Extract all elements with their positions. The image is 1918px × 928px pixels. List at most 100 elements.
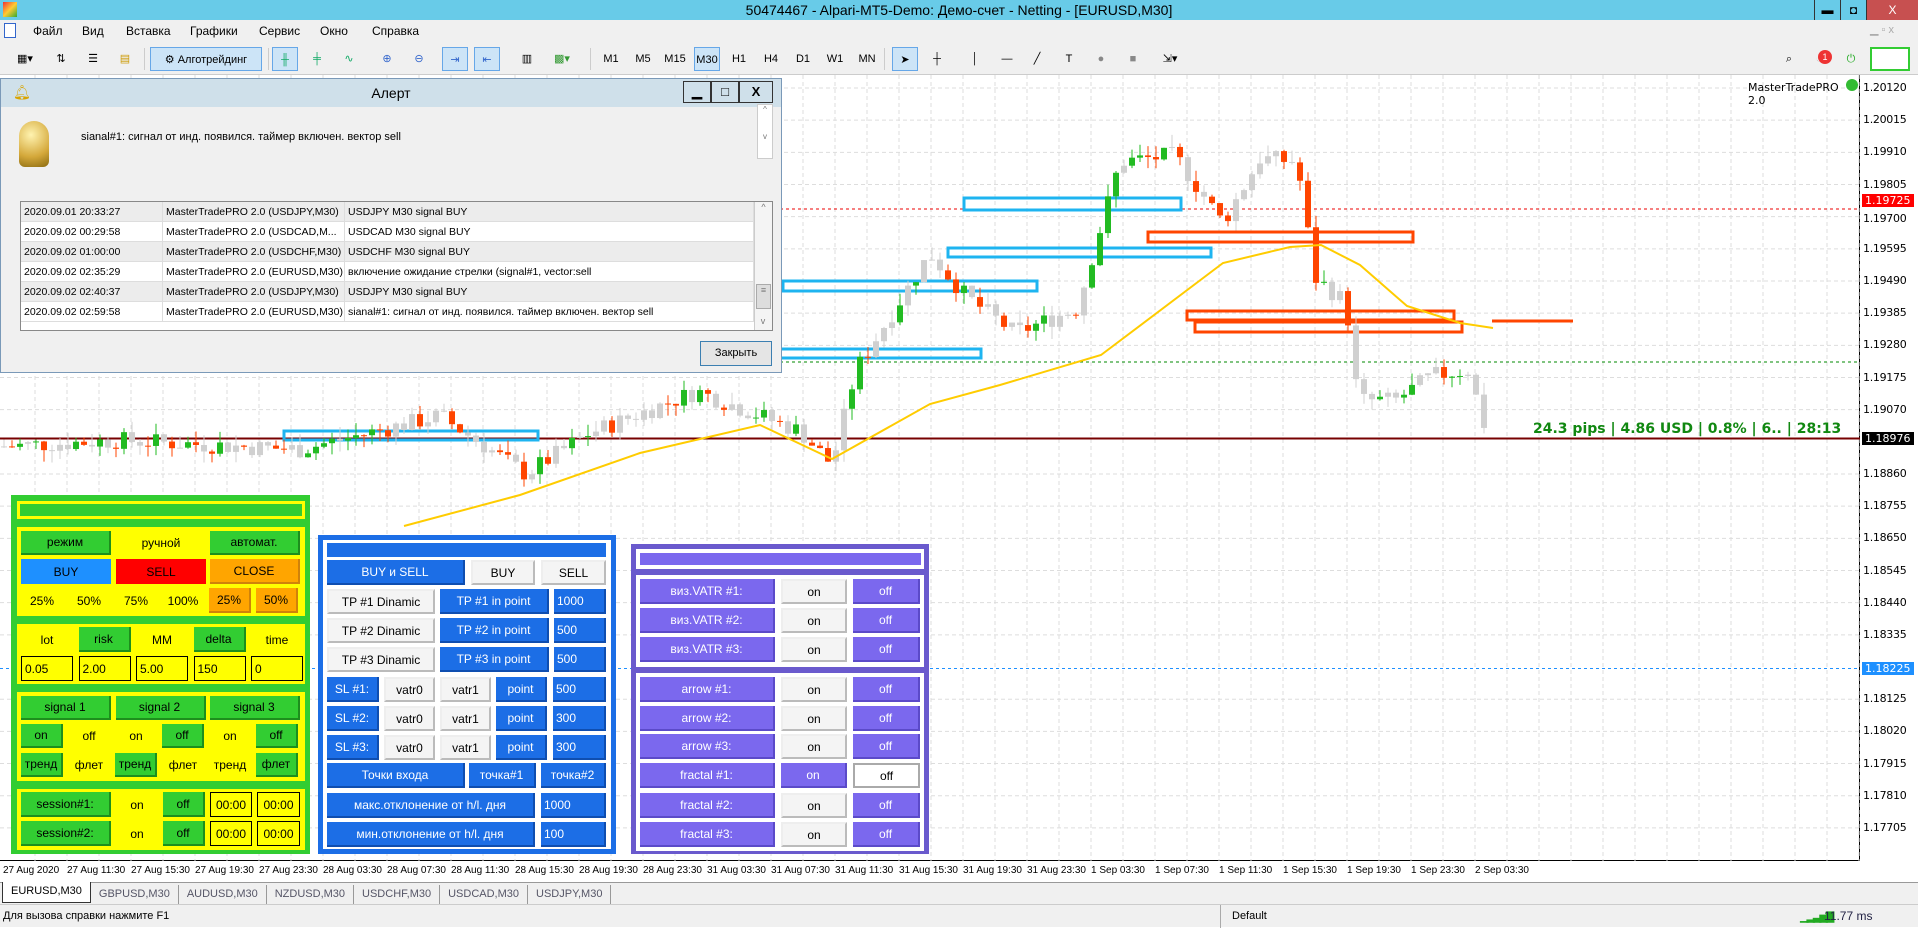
horizontal-line-icon[interactable]: — <box>1001 53 1013 65</box>
param-input[interactable]: 0.05 <box>21 656 73 681</box>
sl-value-input[interactable]: 300 <box>553 706 606 731</box>
sl-point-button[interactable]: point <box>496 677 547 702</box>
text-icon[interactable]: T <box>1065 53 1073 65</box>
sell-only-button[interactable]: SELL <box>541 560 606 585</box>
market-watch-icon[interactable]: ☰ <box>88 53 98 65</box>
alert-title-bar[interactable]: 🔔︎ Алерт ▁ □ X <box>1 79 781 107</box>
filter-off-button[interactable]: off <box>853 677 920 702</box>
mode-button-2[interactable]: автомат. <box>210 531 300 555</box>
signal-mode-button[interactable]: тренд <box>115 753 157 777</box>
timeframe-mn[interactable]: MN <box>858 53 876 65</box>
log-row[interactable]: 2020.09.02 00:29:58 MasterTradePRO 2.0 (U… <box>21 222 754 242</box>
shapes-dropdown-icon[interactable]: ⇲▾ <box>1162 53 1178 65</box>
signal-mode-button[interactable]: тренд <box>209 753 251 777</box>
param-time[interactable]: time <box>251 627 303 652</box>
buy-only-button[interactable]: BUY <box>471 560 535 585</box>
signal-mode-button[interactable]: флет <box>256 753 298 777</box>
templates-icon[interactable]: ▩▾ <box>554 53 570 65</box>
navigator-icon[interactable]: ▤ <box>119 53 131 65</box>
sl-value-input[interactable]: 300 <box>553 735 606 760</box>
filter-off-button[interactable]: off <box>853 637 920 662</box>
menu-tools[interactable]: Сервис <box>259 24 301 38</box>
sl-vatr0-button[interactable]: vatr0 <box>384 735 435 760</box>
menu-window[interactable]: Окно <box>320 24 348 38</box>
tab-usdchf-m30[interactable]: USDCHF,M30 <box>354 885 441 904</box>
close-button[interactable]: X <box>1866 0 1918 20</box>
timeframe-m5[interactable]: M5 <box>635 53 651 65</box>
new-chart-icon[interactable]: ▦▾ <box>17 53 33 65</box>
param-mm[interactable]: MM <box>136 627 188 652</box>
vertical-line-icon[interactable]: │ <box>971 53 979 65</box>
sl-point-button[interactable]: point <box>496 706 547 731</box>
menu-view[interactable]: Вид <box>82 24 104 38</box>
session-off-button[interactable]: off <box>163 821 205 846</box>
signal-button-1[interactable]: signal 1 <box>21 696 111 720</box>
indicators-icon[interactable]: ▥ <box>521 53 533 65</box>
log-row[interactable]: 2020.09.02 02:40:37 MasterTradePRO 2.0 (U… <box>21 282 754 302</box>
filter-off-button[interactable]: off <box>853 608 920 633</box>
log-row[interactable]: 2020.09.02 02:59:58 MasterTradePRO 2.0 (E… <box>21 302 754 322</box>
menu-charts[interactable]: Графики <box>190 24 238 38</box>
percent-button[interactable]: 50% <box>256 588 298 613</box>
bar-chart-icon[interactable]: ╫ <box>272 47 298 71</box>
session-on-button[interactable]: on <box>116 821 158 846</box>
filter-on-button[interactable]: on <box>781 734 847 759</box>
filter-on-button[interactable]: on <box>781 706 847 731</box>
mode-button-1[interactable]: ручной <box>116 531 206 555</box>
sl-vatr0-button[interactable]: vatr0 <box>384 677 435 702</box>
alert-maximize-button[interactable]: □ <box>711 81 739 103</box>
param-input[interactable]: 5.00 <box>136 656 188 681</box>
percent-button[interactable]: 50% <box>68 588 110 613</box>
sl-vatr1-button[interactable]: vatr1 <box>440 735 491 760</box>
session-start-input[interactable]: 00:00 <box>210 821 252 846</box>
param-input[interactable]: 150 <box>193 656 246 681</box>
param-risk[interactable]: risk <box>78 627 131 652</box>
mdi-controls[interactable]: ▁ ▫ x <box>1870 24 1894 36</box>
menu-insert[interactable]: Вставка <box>126 24 171 38</box>
trade-toggle[interactable] <box>1870 47 1910 71</box>
line-chart-icon[interactable]: ∿ <box>344 53 354 65</box>
zoom-in-icon[interactable]: ⊕ <box>382 53 392 65</box>
filter-off-button[interactable]: off <box>853 579 920 604</box>
param-delta[interactable]: delta <box>193 627 246 652</box>
timeframe-h4[interactable]: H4 <box>763 53 779 65</box>
entry-point-1-button[interactable]: точка#1 <box>469 763 536 788</box>
filter-on-button[interactable]: on <box>781 822 847 847</box>
filter-off-button[interactable]: off <box>853 793 920 818</box>
param-input[interactable]: 2.00 <box>78 656 131 681</box>
close-button[interactable]: CLOSE <box>210 559 300 584</box>
notifications-icon[interactable]: ◔1 <box>1806 47 1832 71</box>
filter-on-button[interactable]: on <box>781 637 847 662</box>
maximize-button[interactable]: ◘ <box>1840 0 1866 20</box>
buy-and-sell-button[interactable]: BUY и SELL <box>327 560 465 585</box>
tp-value-input[interactable]: 500 <box>554 618 606 643</box>
min-deviation-input[interactable]: 100 <box>541 822 606 847</box>
signal-off-button[interactable]: off <box>162 724 204 748</box>
tp-value-input[interactable]: 1000 <box>554 589 606 614</box>
rectangle-icon[interactable]: ■ <box>1129 53 1137 65</box>
cursor-icon[interactable]: ➤ <box>892 47 918 71</box>
menu-help[interactable]: Справка <box>372 24 420 38</box>
filter-on-button[interactable]: on <box>781 579 847 604</box>
session-end-input[interactable]: 00:00 <box>257 792 300 817</box>
entry-point-2-button[interactable]: точка#2 <box>541 763 606 788</box>
ellipse-icon[interactable]: ● <box>1097 53 1105 65</box>
autoscroll-icon[interactable]: ⇥ <box>442 47 468 71</box>
timeframe-m1[interactable]: M1 <box>603 53 619 65</box>
algotrading-button[interactable]: ⚙ Алготрейдинг <box>150 47 262 71</box>
filter-on-button[interactable]: on <box>781 677 847 702</box>
crosshair-icon[interactable]: ┼ <box>933 53 941 65</box>
signal-on-button[interactable]: on <box>209 724 251 748</box>
percent-button[interactable]: 25% <box>209 588 251 613</box>
zoom-out-icon[interactable]: ⊖ <box>414 53 424 65</box>
tp-in-point-button[interactable]: TP #2 in point <box>440 618 549 643</box>
alert-close-button[interactable]: Закрыть <box>700 341 772 366</box>
max-deviation-input[interactable]: 1000 <box>541 793 606 818</box>
timeframe-m30[interactable]: M30 <box>694 47 720 71</box>
alert-close-button[interactable]: X <box>739 81 773 103</box>
signal-mode-button[interactable]: тренд <box>21 753 63 777</box>
timeframe-w1[interactable]: W1 <box>826 53 844 65</box>
signal-button-2[interactable]: signal 2 <box>115 696 206 720</box>
filter-off-button[interactable]: off <box>853 822 920 847</box>
log-row[interactable]: 2020.09.01 20:33:27 MasterTradePRO 2.0 (U… <box>21 202 754 222</box>
